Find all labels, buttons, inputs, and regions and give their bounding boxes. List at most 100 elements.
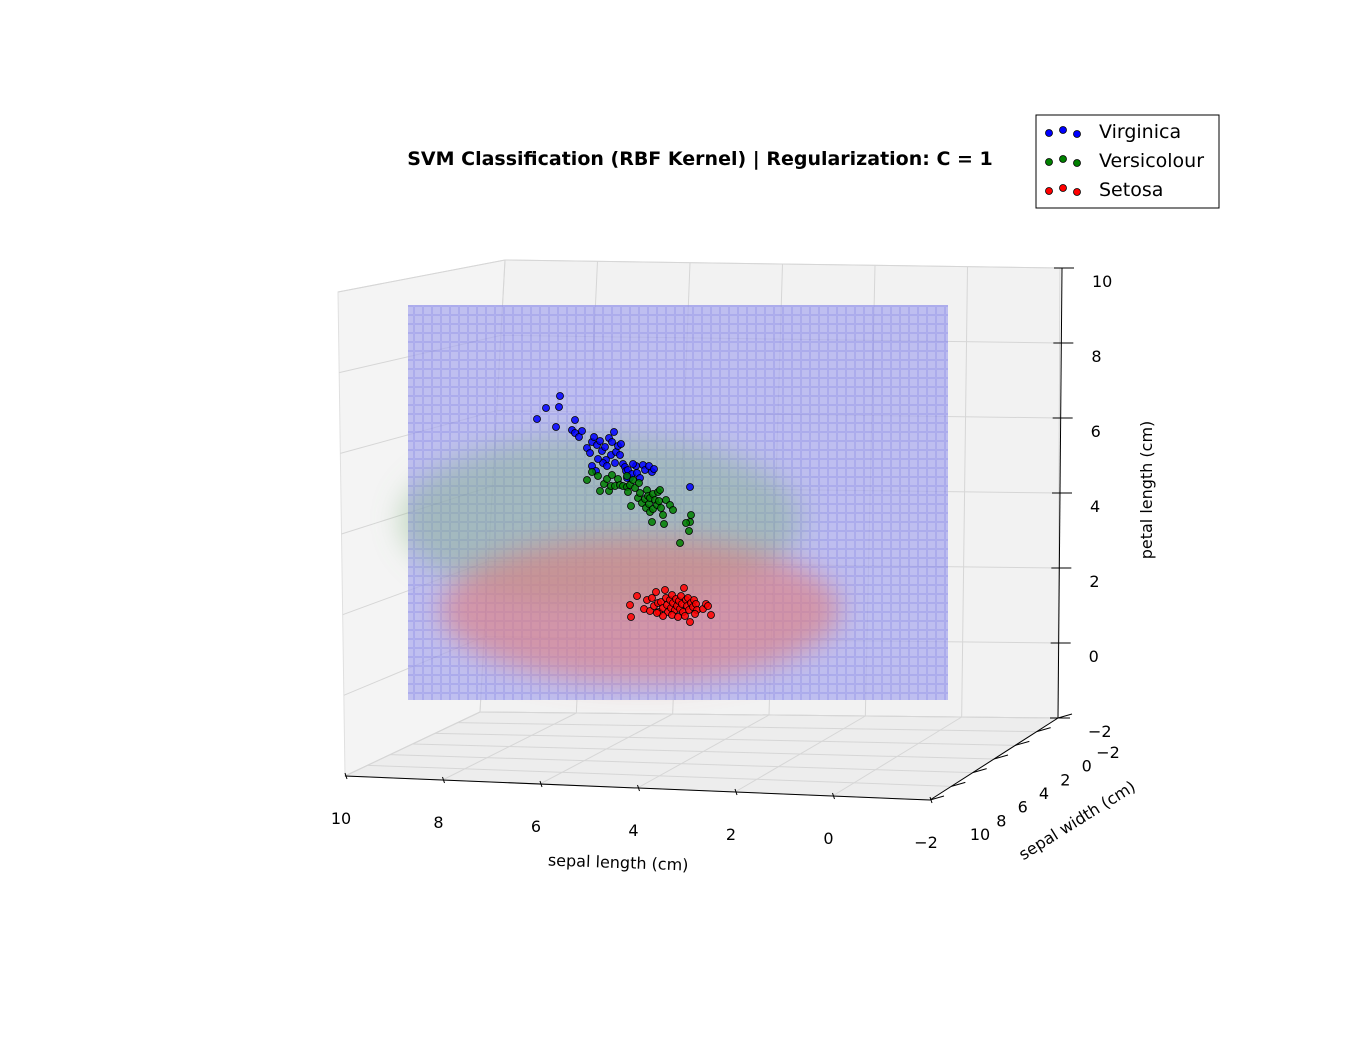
y-axis-label: sepal width (cm) <box>1015 777 1138 864</box>
decision-regions <box>400 305 948 700</box>
legend: Virginica Versicolour Setosa <box>1035 114 1220 209</box>
setosa-region <box>440 538 840 682</box>
point-versicolour <box>583 476 591 484</box>
z-tick-label: 4 <box>1090 497 1100 516</box>
point-versicolour <box>636 489 644 497</box>
y-tick <box>951 781 966 787</box>
y-tick-label: 0 <box>1082 757 1092 776</box>
point-setosa <box>626 601 634 609</box>
point-setosa <box>648 594 656 602</box>
x-tick <box>637 784 640 792</box>
point-setosa <box>680 584 688 592</box>
point-versicolour <box>635 479 643 487</box>
point-versicolour <box>648 518 656 526</box>
point-setosa <box>627 613 635 621</box>
y-tick-label: 2 <box>1060 770 1070 789</box>
point-versicolour <box>655 497 663 505</box>
point-virginica <box>590 433 598 441</box>
point-setosa <box>652 588 660 596</box>
grid-line <box>961 266 968 718</box>
point-setosa <box>691 610 699 618</box>
legend-marker-versicolour <box>1073 159 1081 167</box>
legend-marker-setosa <box>1073 188 1081 196</box>
point-versicolour <box>627 502 635 510</box>
point-versicolour <box>608 471 616 479</box>
point-versicolour <box>676 539 684 547</box>
x-tick <box>832 792 835 800</box>
z-axis-label: petal length (cm) <box>1137 421 1156 560</box>
point-versicolour <box>596 487 604 495</box>
legend-marker-virginica <box>1059 126 1067 134</box>
x-tick-label: 0 <box>823 829 833 848</box>
legend-item-versicolour: Versicolour <box>1045 150 1204 172</box>
z-tick-label: 2 <box>1089 572 1099 591</box>
point-virginica <box>603 462 611 470</box>
x-tick-label: 10 <box>331 809 351 828</box>
legend-item-setosa: Setosa <box>1045 179 1163 201</box>
point-versicolour <box>662 496 670 504</box>
y-tick <box>929 795 945 801</box>
y-tick-label: 4 <box>1039 784 1049 803</box>
point-virginica <box>686 483 694 491</box>
grid-line <box>479 711 1059 719</box>
point-virginica <box>611 459 619 467</box>
legend-marker-setosa <box>1059 184 1067 192</box>
legend-marker-virginica <box>1073 130 1081 138</box>
point-versicolour <box>682 519 690 527</box>
point-setosa <box>704 602 712 610</box>
legend-marker-virginica <box>1045 129 1053 137</box>
y-tick-label: 10 <box>970 825 990 844</box>
point-setosa <box>681 612 689 620</box>
x-tick <box>539 780 543 788</box>
x-tick <box>442 776 445 784</box>
x-tick-label: 4 <box>628 821 638 840</box>
x-tick-label: 8 <box>433 813 443 832</box>
point-virginica <box>610 428 618 436</box>
point-versicolour <box>629 476 637 484</box>
x-tick-label: −2 <box>914 833 938 852</box>
z-tick-label: −2 <box>1088 722 1112 741</box>
point-versicolour <box>685 527 693 535</box>
x-axis-line <box>344 775 931 801</box>
x-tick-label: 6 <box>531 817 541 836</box>
chart-title: SVM Classification (RBF Kernel) | Regula… <box>407 148 993 170</box>
z-tick-label: 6 <box>1091 422 1101 441</box>
point-versicolour <box>624 488 632 496</box>
point-virginica <box>556 392 564 400</box>
point-virginica <box>594 455 602 463</box>
point-versicolour <box>656 486 664 494</box>
point-setosa <box>646 607 654 615</box>
point-virginica <box>629 460 637 468</box>
point-setosa <box>686 618 694 626</box>
y-tick-label: 8 <box>996 811 1006 830</box>
point-setosa <box>674 613 682 621</box>
point-virginica <box>578 427 586 435</box>
point-virginica <box>617 440 625 448</box>
point-setosa <box>707 611 715 619</box>
y-tick <box>1036 727 1051 733</box>
point-versicolour <box>687 511 695 519</box>
point-versicolour <box>631 484 639 492</box>
point-virginica <box>555 403 563 411</box>
x-tick-label: 2 <box>726 825 736 844</box>
y-tick <box>972 768 987 774</box>
point-versicolour <box>659 511 667 519</box>
x-tick <box>734 788 738 796</box>
point-virginica <box>608 438 616 446</box>
point-virginica <box>571 416 579 424</box>
point-versicolour <box>657 504 665 512</box>
y-tick <box>1057 713 1073 719</box>
point-virginica <box>650 465 658 473</box>
point-setosa <box>633 592 641 600</box>
point-virginica <box>552 423 560 431</box>
point-virginica <box>533 415 541 423</box>
point-versicolour <box>669 506 677 514</box>
point-virginica <box>616 451 624 459</box>
point-setosa <box>661 586 669 594</box>
z-tick-label: 10 <box>1092 272 1112 291</box>
point-virginica <box>542 404 550 412</box>
y-tick-label: 6 <box>1018 798 1028 817</box>
scatter-points <box>533 392 715 626</box>
